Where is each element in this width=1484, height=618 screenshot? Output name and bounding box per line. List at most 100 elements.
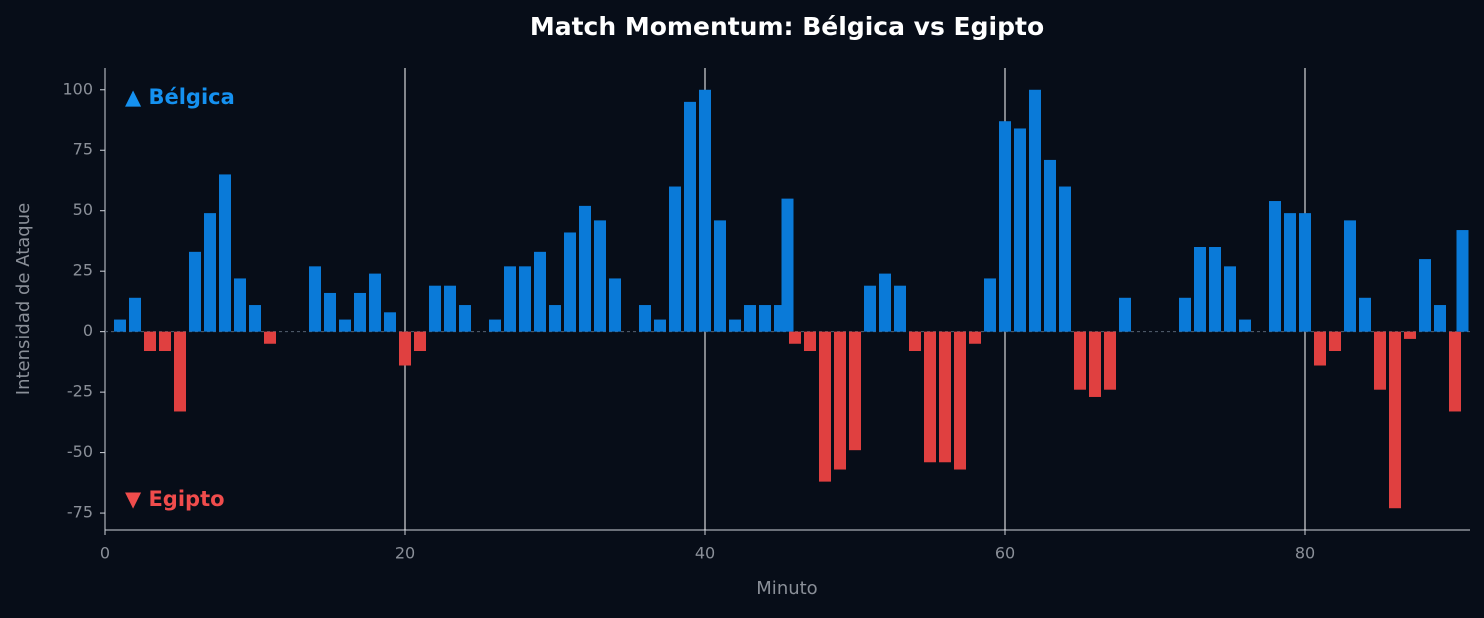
x-axis-label: Minuto — [756, 578, 817, 599]
bar — [324, 292, 336, 332]
bar — [1224, 266, 1236, 332]
bar — [549, 305, 561, 332]
chart-title: Match Momentum: Bélgica vs Egipto — [530, 12, 1044, 41]
y-tick-label: 75 — [73, 140, 93, 159]
x-tick-label: 60 — [995, 544, 1015, 563]
bar — [1209, 246, 1221, 332]
bar — [204, 213, 216, 332]
bar — [609, 278, 621, 332]
bar — [1269, 201, 1281, 332]
annotation: ▲ Bélgica — [125, 85, 235, 109]
bar — [639, 305, 651, 332]
bar — [804, 331, 816, 352]
bar — [984, 278, 996, 332]
bar — [879, 273, 891, 332]
bar — [159, 331, 171, 352]
bar — [339, 319, 351, 332]
bar — [684, 101, 696, 332]
bar — [1329, 331, 1341, 352]
bar — [219, 174, 231, 332]
bar — [1059, 186, 1071, 332]
bar — [864, 285, 876, 332]
bar — [489, 319, 501, 332]
bar — [1456, 230, 1469, 332]
bar — [1389, 331, 1401, 509]
bar — [579, 205, 591, 332]
bar — [1299, 213, 1311, 332]
bar — [444, 285, 456, 332]
bar — [114, 319, 126, 332]
bar — [504, 266, 516, 332]
bar — [909, 331, 921, 352]
bar — [1314, 331, 1326, 366]
bar — [1449, 331, 1461, 412]
bar — [969, 331, 981, 344]
bar — [819, 331, 831, 482]
bar — [654, 319, 666, 332]
bar — [249, 305, 261, 332]
bar — [1434, 305, 1446, 332]
bar — [1074, 331, 1086, 390]
bar — [669, 186, 681, 332]
bar — [1404, 331, 1416, 339]
bar — [234, 278, 246, 332]
bar — [939, 331, 951, 463]
y-tick-label: -25 — [67, 382, 93, 401]
bar — [264, 331, 276, 344]
bar — [189, 251, 201, 332]
bar — [414, 331, 426, 352]
bar — [729, 319, 741, 332]
bar — [999, 121, 1011, 332]
bar — [399, 331, 411, 366]
x-tick-label: 80 — [1295, 544, 1315, 563]
bar — [924, 331, 936, 463]
bar — [429, 285, 441, 332]
bar — [1194, 246, 1206, 332]
bar — [789, 331, 801, 344]
y-tick-label: -75 — [67, 503, 93, 522]
y-tick-label: 50 — [73, 200, 93, 219]
bar — [564, 232, 576, 332]
bar — [894, 285, 906, 332]
y-axis-label: Intensidad de Ataque — [13, 203, 34, 395]
bar — [759, 305, 771, 332]
x-tick-label: 0 — [100, 544, 110, 563]
bar — [369, 273, 381, 332]
bar — [594, 220, 606, 332]
y-tick-label: 0 — [83, 321, 93, 340]
bar — [714, 220, 726, 332]
y-tick-label: 25 — [73, 261, 93, 280]
bar — [1179, 297, 1191, 332]
bar — [1284, 213, 1296, 332]
bar — [384, 312, 396, 332]
bar — [174, 331, 186, 412]
bar — [1359, 297, 1371, 332]
annotation: ▼ Egipto — [125, 487, 225, 511]
bar — [1029, 89, 1041, 332]
bar — [699, 89, 711, 332]
bar — [129, 297, 141, 332]
bar — [1089, 331, 1101, 397]
x-tick-label: 20 — [395, 544, 415, 563]
bar — [954, 331, 966, 470]
bar — [1119, 297, 1131, 332]
x-tick-label: 40 — [695, 544, 715, 563]
bar — [309, 266, 321, 332]
bar — [1104, 331, 1116, 390]
bar — [1014, 128, 1026, 332]
bar — [781, 198, 794, 332]
bar — [534, 251, 546, 332]
bar — [1344, 220, 1356, 332]
bar — [459, 305, 471, 332]
bar — [144, 331, 156, 352]
bar — [519, 266, 531, 332]
bar — [354, 292, 366, 332]
bar — [1374, 331, 1386, 390]
bar — [849, 331, 861, 451]
bar — [1239, 319, 1251, 332]
bar — [834, 331, 846, 470]
bar — [1044, 159, 1056, 332]
bar — [744, 305, 756, 332]
bar — [1419, 259, 1431, 332]
